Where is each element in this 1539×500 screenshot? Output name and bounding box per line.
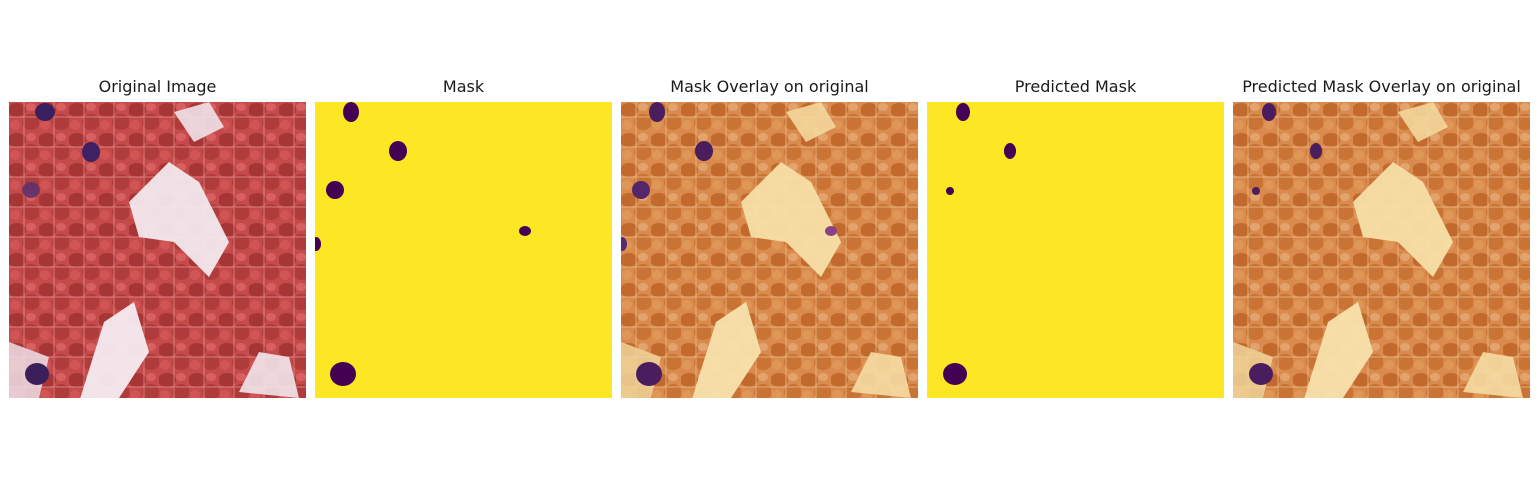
predicted-overlay-canvas bbox=[1233, 102, 1530, 398]
mask-overlay-image bbox=[621, 102, 918, 398]
panel-mask-overlay: Mask Overlay on original bbox=[621, 72, 918, 398]
mask-image bbox=[315, 102, 612, 398]
panel-predicted-mask: Predicted Mask bbox=[927, 72, 1224, 398]
original-image bbox=[9, 102, 306, 398]
predicted-overlay-image bbox=[1233, 102, 1530, 398]
panel-title: Mask Overlay on original bbox=[670, 77, 869, 96]
panel-mask: Mask bbox=[315, 72, 612, 398]
predicted-mask-canvas bbox=[927, 102, 1224, 398]
panel-original-image: Original Image bbox=[9, 72, 306, 398]
mask-image-canvas bbox=[315, 102, 612, 398]
panel-predicted-overlay: Predicted Mask Overlay on original bbox=[1233, 72, 1530, 398]
original-image-canvas bbox=[9, 102, 306, 398]
panel-title: Mask bbox=[442, 77, 485, 96]
panel-title: Predicted Mask Overlay on original bbox=[1242, 77, 1521, 96]
panel-title: Predicted Mask bbox=[1014, 77, 1137, 96]
predicted-mask-image bbox=[927, 102, 1224, 398]
mask-overlay-canvas bbox=[621, 102, 918, 398]
panel-title: Original Image bbox=[98, 77, 217, 96]
